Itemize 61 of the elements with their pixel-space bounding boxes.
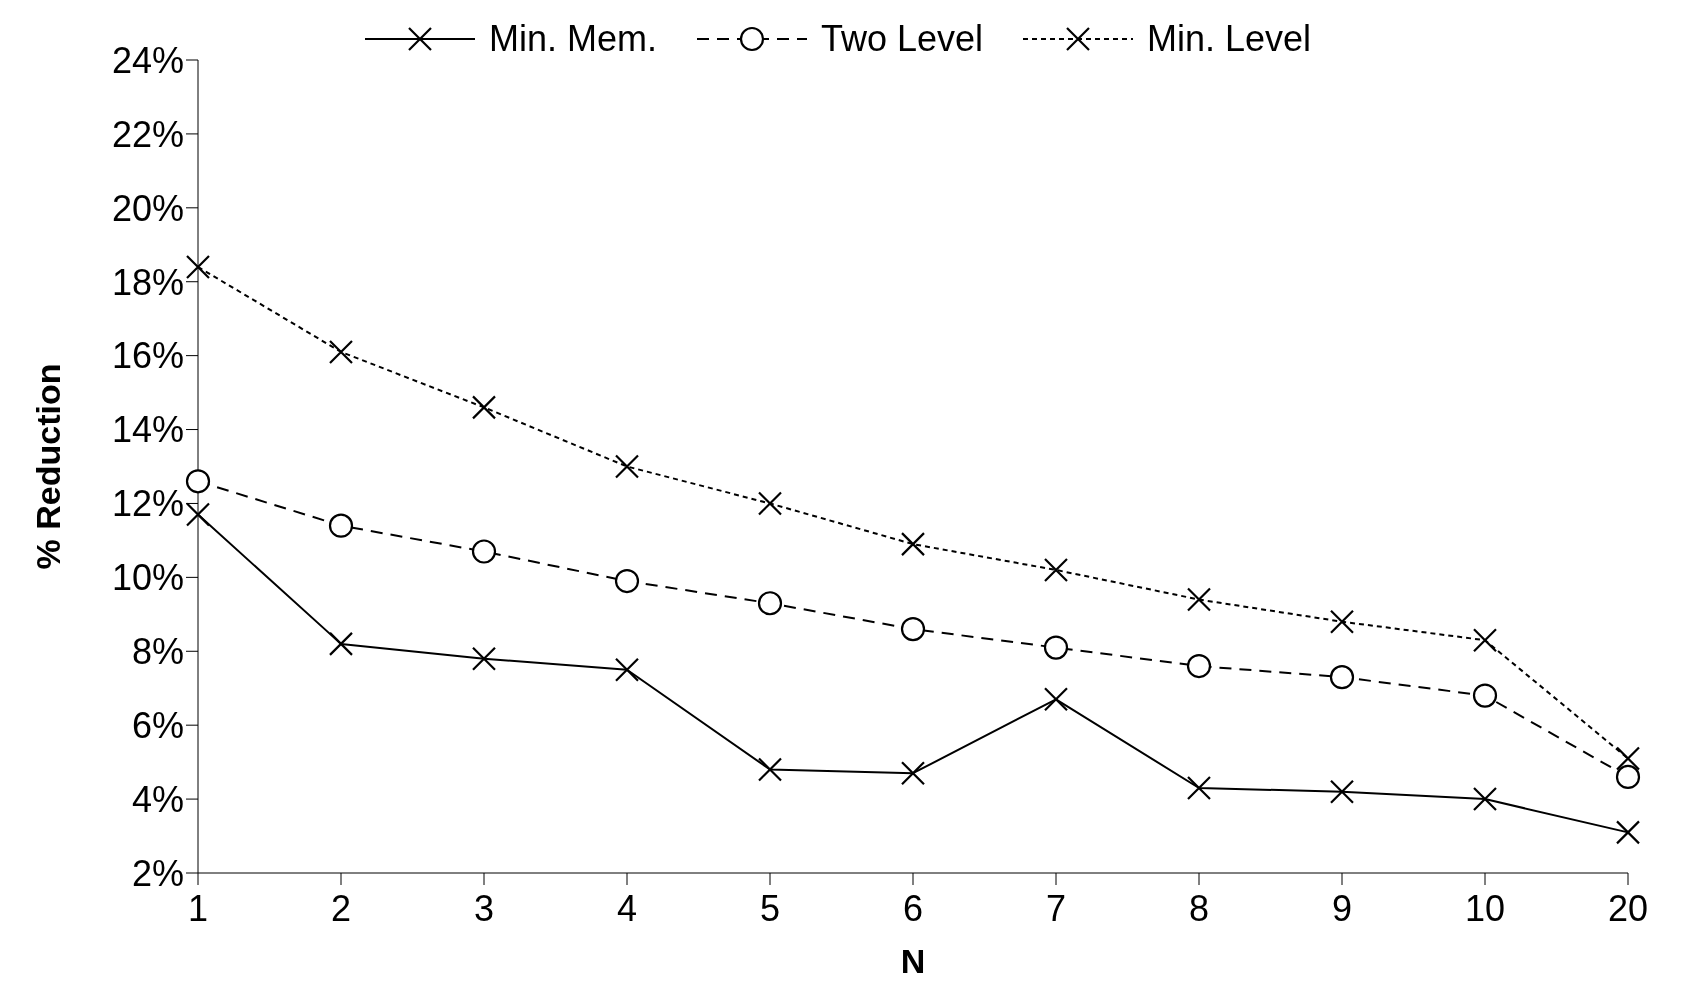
- point: [185, 254, 211, 280]
- y-tick-label: 14%: [111, 409, 184, 451]
- y-tick-label: 18%: [111, 261, 184, 303]
- point: [471, 539, 497, 564]
- y-tick-label: 24%: [111, 39, 184, 81]
- legend-label: Min. Mem.: [488, 18, 657, 60]
- point: [328, 339, 354, 365]
- legend-label: Min. Level: [1147, 18, 1312, 60]
- point: [900, 532, 926, 557]
- y-tick-label: 20%: [111, 187, 184, 229]
- x-tick-label: 9: [1331, 887, 1353, 929]
- x-tick-label: 10: [1464, 887, 1506, 929]
- point: [1329, 779, 1355, 804]
- point: [757, 591, 783, 616]
- point: [1615, 764, 1641, 790]
- y-tick-label: 22%: [111, 113, 184, 155]
- point: [328, 513, 354, 538]
- point: [1043, 557, 1069, 583]
- x-tick-label: 4: [616, 887, 638, 929]
- point: [1043, 635, 1069, 660]
- y-tick-label: 16%: [111, 335, 184, 377]
- point: [1472, 683, 1498, 708]
- point: [1186, 775, 1212, 801]
- point: [328, 631, 354, 656]
- point: [1329, 665, 1355, 690]
- point: [185, 469, 211, 494]
- point: [1472, 628, 1498, 653]
- point: [1615, 820, 1641, 845]
- point: [900, 761, 926, 786]
- point: [614, 657, 640, 682]
- point: [1329, 609, 1355, 634]
- y-tick-label: 4%: [131, 778, 184, 820]
- x-tick-label: 2: [330, 887, 352, 929]
- point: [900, 617, 926, 642]
- point: [614, 454, 640, 479]
- point: [1186, 587, 1212, 612]
- y-axis-title: % Reduction: [29, 363, 68, 570]
- y-tick-label: 2%: [131, 852, 184, 894]
- x-tick-label: 3: [473, 887, 495, 929]
- x-tick-label: 6: [902, 887, 924, 929]
- point: [614, 568, 640, 594]
- point: [1186, 653, 1212, 679]
- point: [185, 502, 211, 527]
- x-tick-label: 5: [759, 887, 781, 929]
- y-tick-label: 8%: [131, 631, 184, 673]
- x-tick-label: 7: [1045, 887, 1067, 929]
- y-tick-label: 6%: [131, 704, 184, 746]
- y-tick-label: 12%: [111, 483, 184, 525]
- point: [471, 646, 497, 671]
- y-tick-label: 10%: [111, 557, 184, 599]
- legend-label: Two Level: [820, 18, 984, 60]
- point: [1472, 786, 1498, 812]
- x-tick-label: 8: [1188, 887, 1210, 929]
- x-tick-label: 1: [187, 887, 209, 929]
- point: [757, 757, 783, 782]
- x-axis-title: N: [900, 942, 926, 980]
- point: [757, 491, 783, 516]
- point: [1615, 746, 1641, 771]
- point: [1043, 687, 1069, 712]
- point: [471, 395, 497, 420]
- x-tick-label: 20: [1607, 887, 1649, 929]
